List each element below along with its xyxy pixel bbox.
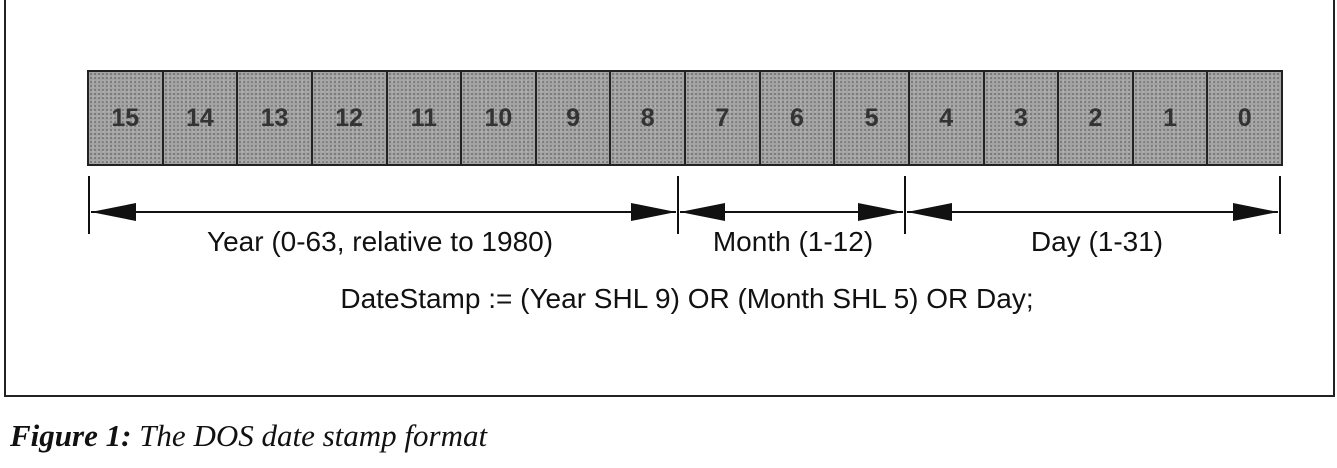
- bit-cell-2: 2: [1059, 72, 1134, 164]
- bit-cell-11: 11: [387, 72, 463, 164]
- bit-cell-12: 12: [312, 72, 388, 164]
- bit-cell-0: 0: [1208, 72, 1281, 164]
- bit-cell-1: 1: [1133, 72, 1209, 164]
- day-span-arrow: [907, 203, 1278, 221]
- figure-frame: [4, 0, 1335, 397]
- figure-caption: Figure 1: The DOS date stamp format: [10, 418, 487, 454]
- bit-cell-14: 14: [163, 72, 239, 164]
- figure-caption-label: Figure 1:: [10, 418, 132, 453]
- bit-cell-6: 6: [760, 72, 836, 164]
- year-span-arrow: [91, 203, 676, 221]
- bit-cell-3: 3: [984, 72, 1060, 164]
- day-field-label: Day (1-31): [1030, 226, 1164, 257]
- bit-cell-9: 9: [536, 72, 612, 164]
- bit-row: 15 14 13 12 11 10 9 8 7 6 5 4 3 2 1 0: [87, 70, 1283, 166]
- bit-cell-8: 8: [611, 72, 686, 164]
- bit-cell-13: 13: [238, 72, 313, 164]
- datestamp-formula: DateStamp := (Year SHL 9) OR (Month SHL …: [340, 283, 1034, 314]
- figure-caption-text: The DOS date stamp format: [139, 418, 488, 453]
- bit-cell-10: 10: [462, 72, 537, 164]
- bit-cell-15: 15: [89, 72, 164, 164]
- year-field-label: Year (0-63, relative to 1980): [206, 226, 554, 257]
- bit-cell-5: 5: [835, 72, 910, 164]
- month-field-label: Month (1-12): [712, 226, 874, 257]
- bit-cell-4: 4: [909, 72, 985, 164]
- bit-cell-7: 7: [686, 72, 761, 164]
- month-span-arrow: [680, 203, 903, 221]
